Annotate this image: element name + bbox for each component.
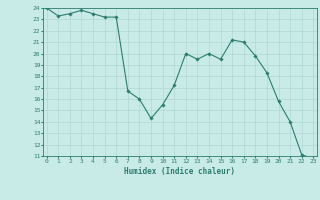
X-axis label: Humidex (Indice chaleur): Humidex (Indice chaleur) — [124, 167, 236, 176]
